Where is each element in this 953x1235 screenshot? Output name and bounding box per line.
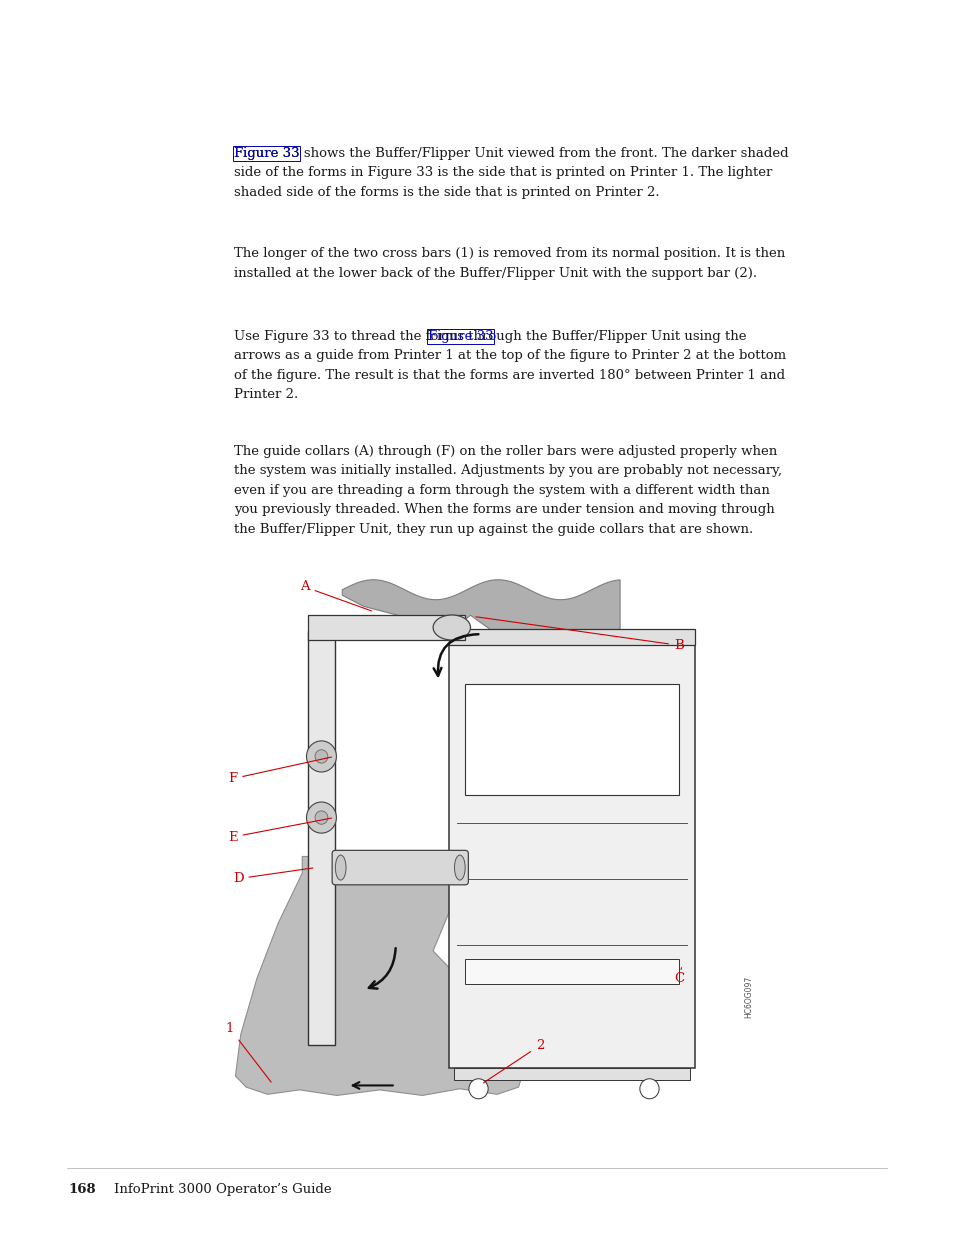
Text: the system was initially installed. Adjustments by you are probably not necessar: the system was initially installed. Adju… (233, 464, 781, 477)
Bar (449, 629, 694, 645)
Text: 2: 2 (483, 1039, 543, 1083)
Bar (307, 631, 335, 1045)
Text: Figure 33: Figure 33 (427, 330, 493, 343)
Circle shape (469, 1079, 488, 1099)
Text: 1: 1 (226, 1023, 271, 1082)
Text: C: C (673, 968, 683, 986)
Text: of the figure. The result is that the forms are inverted 180° between Printer 1 : of the figure. The result is that the fo… (233, 369, 784, 382)
Text: B: B (476, 616, 683, 652)
Circle shape (306, 802, 336, 834)
Text: shaded side of the forms is the side that is printed on Printer 2.: shaded side of the forms is the side tha… (233, 186, 659, 199)
FancyArrowPatch shape (353, 1082, 393, 1089)
Text: The longer of the two cross bars (1) is removed from its normal position. It is : The longer of the two cross bars (1) is … (233, 247, 784, 261)
Polygon shape (235, 857, 529, 1095)
Text: D: D (233, 868, 313, 885)
Text: the Buffer/Flipper Unit, they run up against the guide collars that are shown.: the Buffer/Flipper Unit, they run up aga… (233, 522, 752, 536)
FancyArrowPatch shape (434, 635, 477, 676)
Text: installed at the lower back of the Buffer/Flipper Unit with the support bar (2).: installed at the lower back of the Buffe… (233, 267, 756, 279)
Bar (307, 615, 465, 640)
Text: even if you are threading a form through the system with a different width than: even if you are threading a form through… (233, 484, 769, 496)
Text: you previously threaded. When the forms are under tension and moving through: you previously threaded. When the forms … (233, 503, 774, 516)
Bar (465, 960, 679, 984)
Text: The guide collars (A) through (F) on the roller bars were adjusted properly when: The guide collars (A) through (F) on the… (233, 445, 776, 458)
Circle shape (639, 1079, 659, 1099)
Text: HC6OG097: HC6OG097 (743, 976, 752, 1018)
FancyBboxPatch shape (332, 851, 468, 884)
Ellipse shape (454, 855, 465, 881)
Text: Figure 33 shows the Buffer/Flipper Unit viewed from the front. The darker shaded: Figure 33 shows the Buffer/Flipper Unit … (233, 147, 787, 161)
Text: F: F (228, 757, 332, 785)
Text: A: A (300, 580, 372, 611)
Text: Use Figure 33 to thread the forms through the Buffer/Flipper Unit using the: Use Figure 33 to thread the forms throug… (233, 330, 745, 343)
Circle shape (306, 741, 336, 772)
Text: 168: 168 (69, 1183, 96, 1195)
Text: arrows as a guide from Printer 1 at the top of the figure to Printer 2 at the bo: arrows as a guide from Printer 1 at the … (233, 350, 785, 362)
FancyArrowPatch shape (369, 948, 395, 989)
Bar (465, 684, 679, 795)
Text: Figure 33: Figure 33 (233, 147, 299, 161)
Circle shape (314, 750, 328, 763)
Text: E: E (228, 818, 332, 844)
Circle shape (314, 811, 328, 824)
Text: Printer 2.: Printer 2. (233, 388, 297, 401)
Bar (454, 1067, 689, 1079)
Polygon shape (342, 579, 619, 684)
Bar (449, 645, 694, 1067)
Ellipse shape (433, 615, 470, 640)
Text: side of the forms in Figure 33 is the side that is printed on Printer 1. The lig: side of the forms in Figure 33 is the si… (233, 167, 771, 179)
Text: InfoPrint 3000 Operator’s Guide: InfoPrint 3000 Operator’s Guide (114, 1183, 332, 1195)
Ellipse shape (335, 855, 346, 881)
